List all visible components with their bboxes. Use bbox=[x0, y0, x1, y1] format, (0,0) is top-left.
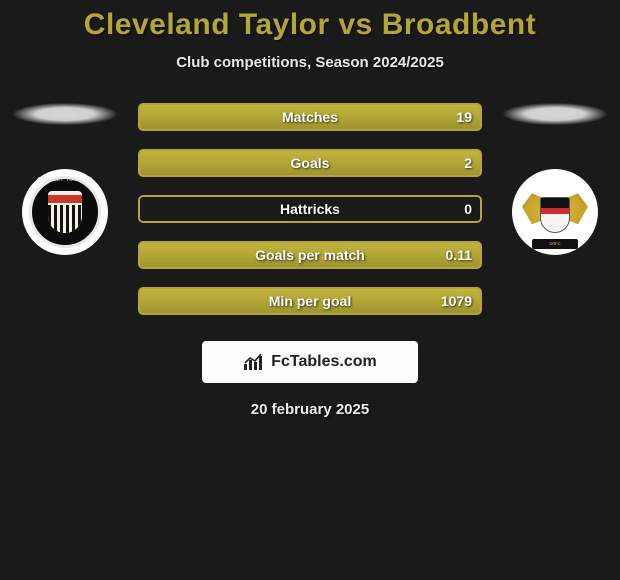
stat-label: Goals per match bbox=[138, 241, 482, 269]
main-row: GRIMSBY TOWN FC Grimsby Town FC Matches … bbox=[0, 103, 620, 315]
fctables-link[interactable]: FcTables.com bbox=[202, 341, 418, 383]
club-badge-right: DRFC bbox=[512, 169, 598, 255]
grimsby-ring-text: GRIMSBY TOWN FC bbox=[32, 177, 98, 183]
left-player-col: GRIMSBY TOWN FC Grimsby Town FC bbox=[10, 103, 120, 255]
grimsby-shield-icon bbox=[48, 191, 82, 233]
stat-right-value: 0 bbox=[464, 195, 472, 223]
stat-row-goals: Goals 2 bbox=[138, 149, 482, 177]
brand-text: FcTables.com bbox=[271, 353, 377, 371]
comparison-card: Cleveland Taylor vs Broadbent Club compe… bbox=[0, 0, 620, 418]
grimsby-badge-icon: GRIMSBY TOWN FC bbox=[29, 176, 101, 248]
doncaster-badge-icon: DRFC bbox=[526, 177, 584, 247]
stat-row-goals-per-match: Goals per match 0.11 bbox=[138, 241, 482, 269]
club-badge-left: GRIMSBY TOWN FC bbox=[22, 169, 108, 255]
right-player-col: DRFC Doncaster Rovers FC bbox=[500, 103, 610, 255]
stat-label: Goals bbox=[138, 149, 482, 177]
stat-right-value: 2 bbox=[464, 149, 472, 177]
stat-label: Hattricks bbox=[138, 195, 482, 223]
bar-chart-icon bbox=[243, 353, 265, 371]
stat-right-value: 0.11 bbox=[446, 241, 472, 269]
stat-row-hattricks: Hattricks 0 bbox=[138, 195, 482, 223]
stat-right-value: 19 bbox=[456, 103, 472, 131]
player-placeholder-left bbox=[13, 103, 117, 125]
stat-row-matches: Matches 19 bbox=[138, 103, 482, 131]
subtitle: Club competitions, Season 2024/2025 bbox=[0, 54, 620, 71]
stat-right-value: 1079 bbox=[441, 287, 472, 315]
stat-label: Min per goal bbox=[138, 287, 482, 315]
page-title: Cleveland Taylor vs Broadbent bbox=[0, 8, 620, 42]
stat-label: Matches bbox=[138, 103, 482, 131]
stat-bars: Matches 19 Goals 2 Hattricks 0 bbox=[138, 103, 482, 315]
date-text: 20 february 2025 bbox=[0, 401, 620, 418]
stat-row-min-per-goal: Min per goal 1079 bbox=[138, 287, 482, 315]
player-placeholder-right bbox=[503, 103, 607, 125]
